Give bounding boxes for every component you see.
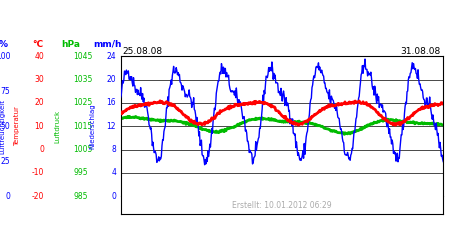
Text: 0: 0 <box>39 145 44 154</box>
Text: %: % <box>0 40 8 49</box>
Text: Niederschlag: Niederschlag <box>89 104 95 149</box>
Text: 1035: 1035 <box>73 75 93 84</box>
Text: Luftfeuchtigkeit: Luftfeuchtigkeit <box>0 99 5 154</box>
Text: Erstellt: 10.01.2012 06:29: Erstellt: 10.01.2012 06:29 <box>232 202 332 210</box>
Text: mm/h: mm/h <box>93 40 122 49</box>
Text: 1005: 1005 <box>73 145 93 154</box>
Text: 75: 75 <box>0 87 10 96</box>
Text: 24: 24 <box>107 52 116 61</box>
Text: 20: 20 <box>35 98 44 108</box>
Text: 31.08.08: 31.08.08 <box>401 47 441 56</box>
Text: 20: 20 <box>107 75 116 84</box>
Text: 30: 30 <box>34 75 44 84</box>
Text: Temperatur: Temperatur <box>14 106 20 146</box>
Text: 995: 995 <box>73 168 88 177</box>
Text: 1045: 1045 <box>73 52 93 61</box>
Text: 25: 25 <box>1 157 10 166</box>
Text: 8: 8 <box>111 145 116 154</box>
Text: hPa: hPa <box>62 40 81 49</box>
Text: 12: 12 <box>107 122 116 131</box>
Text: 100: 100 <box>0 52 10 61</box>
Text: 25.08.08: 25.08.08 <box>123 47 163 56</box>
Text: 0: 0 <box>111 192 116 201</box>
Text: 50: 50 <box>0 122 10 131</box>
Text: 985: 985 <box>73 192 88 201</box>
Text: -10: -10 <box>32 168 44 177</box>
Text: 16: 16 <box>107 98 116 108</box>
Text: °C: °C <box>32 40 43 49</box>
Text: Luftdruck: Luftdruck <box>54 110 61 143</box>
Text: 1025: 1025 <box>73 98 93 108</box>
Text: 0: 0 <box>5 192 10 201</box>
Text: 10: 10 <box>35 122 44 131</box>
Text: 4: 4 <box>111 168 116 177</box>
Text: 40: 40 <box>34 52 44 61</box>
Text: 1015: 1015 <box>73 122 93 131</box>
Text: -20: -20 <box>32 192 44 201</box>
